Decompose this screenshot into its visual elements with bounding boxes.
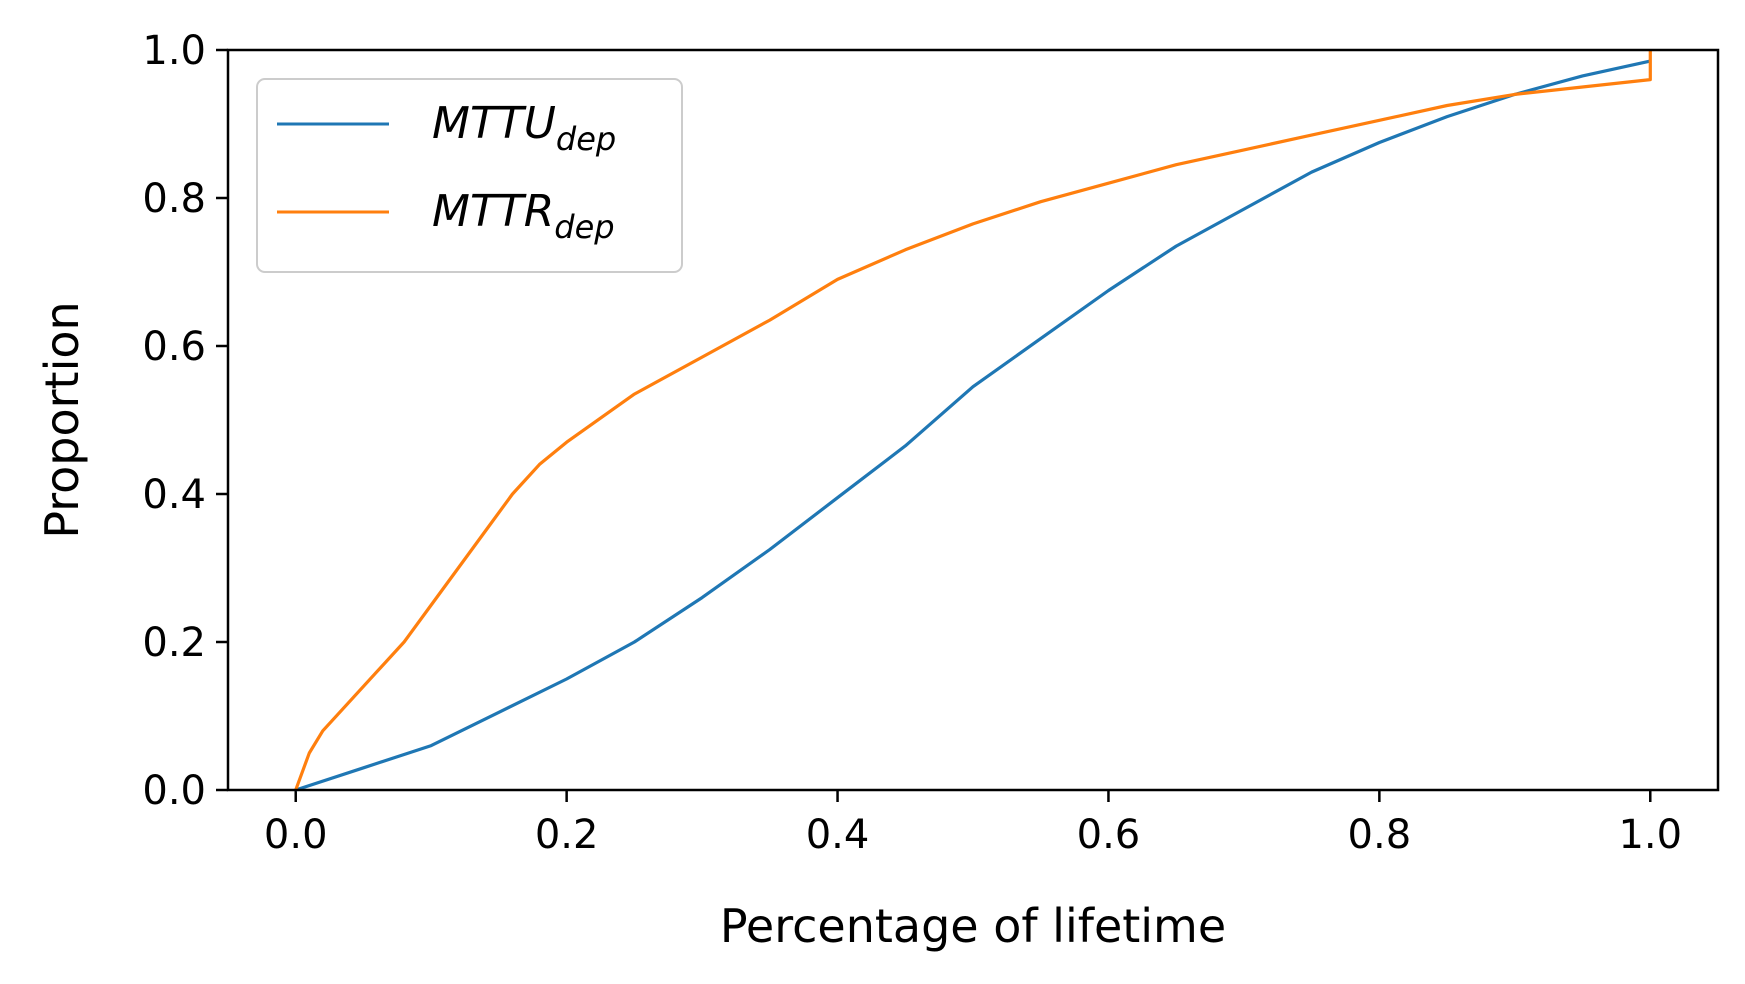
- y-tick-label-2: 0.4: [142, 472, 206, 518]
- legend: MTTUdep MTTRdep: [256, 78, 683, 273]
- y-tick-label-3: 0.6: [142, 324, 206, 370]
- x-tick-label-5: 1.0: [1618, 812, 1682, 858]
- x-tick-label-4: 0.8: [1348, 812, 1412, 858]
- x-tick-label-1: 0.2: [535, 812, 599, 858]
- legend-label-mttr: MTTRdep: [432, 186, 615, 246]
- series-line-mttu: [295, 59, 1651, 792]
- series-lines: [294, 50, 1652, 792]
- y-tick-label-0: 0.0: [142, 768, 206, 814]
- legend-label-mttu: MTTUdep: [432, 98, 616, 158]
- plot-frame: [226, 48, 1720, 792]
- legend-name-mttu: MTTU: [432, 98, 556, 149]
- y-tick-label-1: 0.2: [142, 620, 206, 666]
- x-axis-label: Percentage of lifetime: [720, 899, 1226, 953]
- series-line-mttr: [294, 50, 1652, 791]
- x-tick-label-2: 0.4: [806, 812, 870, 858]
- legend-box: [256, 78, 683, 273]
- y-tick-label-5: 1.0: [142, 28, 206, 74]
- x-tick-label-0: 0.0: [264, 812, 328, 858]
- legend-subscript-mttr: dep: [554, 208, 614, 246]
- y-axis-label: Proportion: [35, 301, 89, 538]
- legend-name-mttr: MTTR: [432, 186, 554, 237]
- x-tick-label-3: 0.6: [1077, 812, 1141, 858]
- y-tick-label-4: 0.8: [142, 176, 206, 222]
- axis-ticks: 0.0 0.2 0.4 0.6 0.8 1.0 0.0 0.2 0.4 0.6 0.8 1.0: [142, 28, 1682, 858]
- legend-subscript-mttu: dep: [556, 120, 616, 158]
